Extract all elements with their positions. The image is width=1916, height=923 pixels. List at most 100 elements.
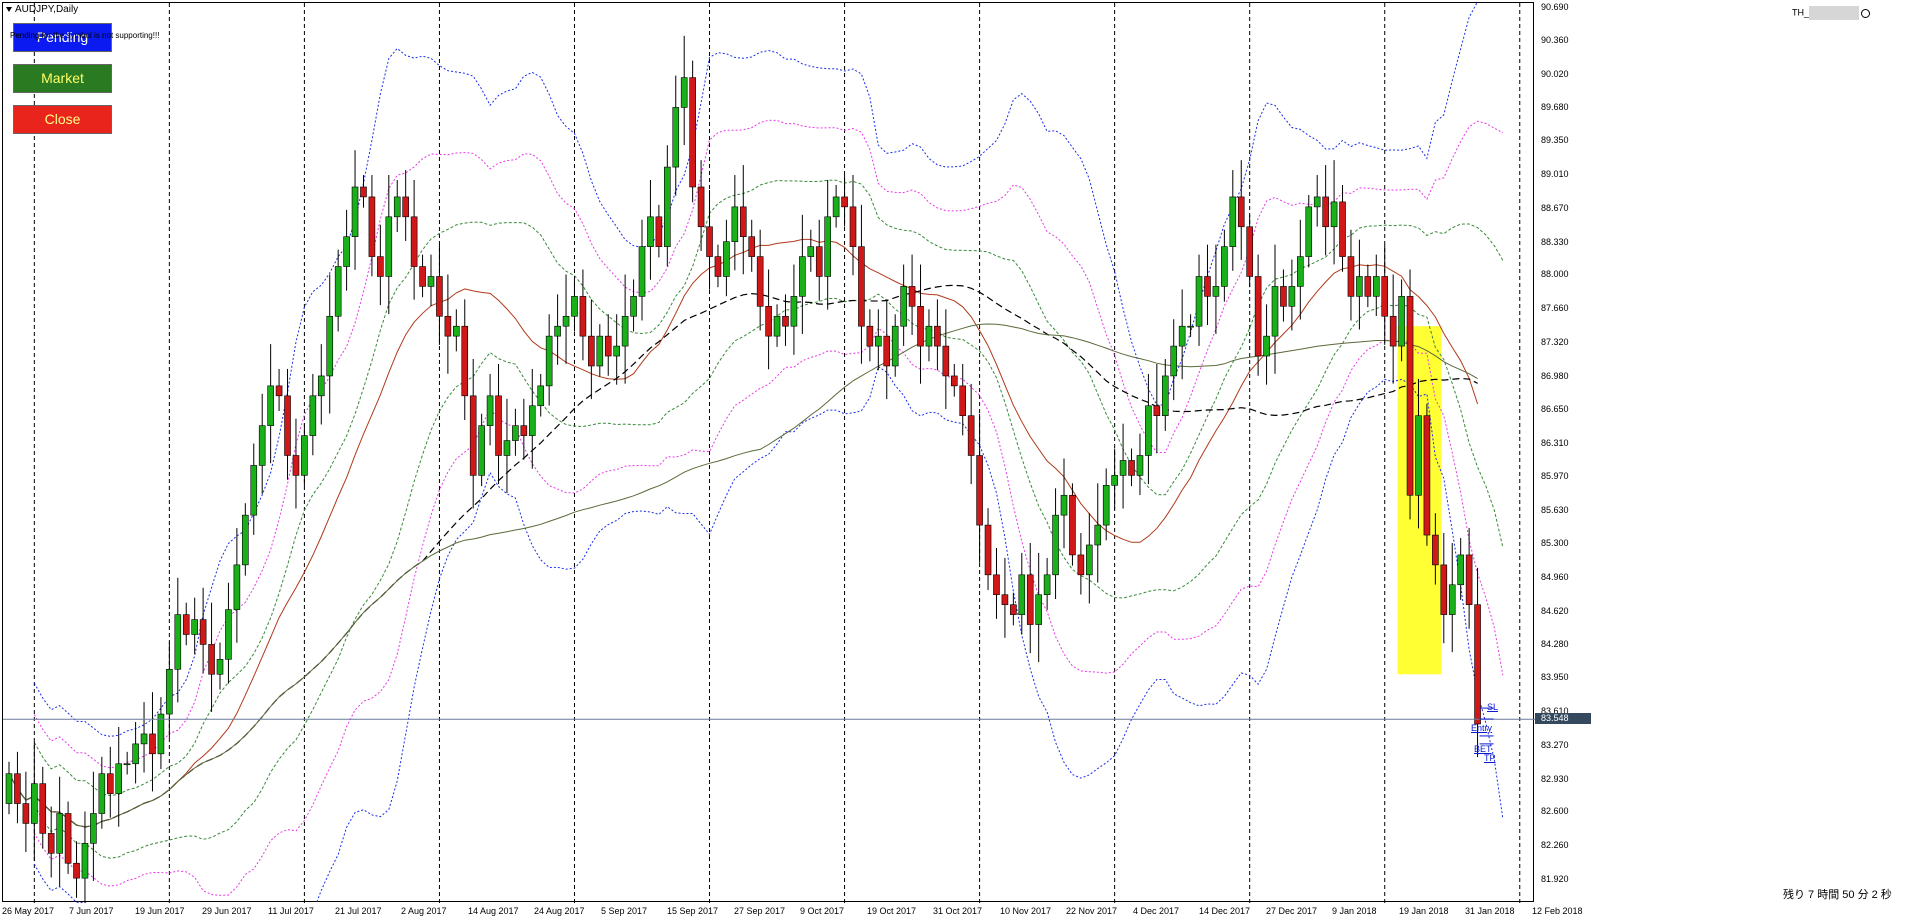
bull-candle bbox=[1111, 475, 1118, 486]
bull-candle bbox=[554, 325, 561, 337]
bull-candle bbox=[427, 276, 435, 287]
date-tick-label: 29 Jun 2017 bbox=[202, 906, 252, 916]
date-tick-label: 19 Jun 2017 bbox=[135, 906, 185, 916]
bull-candle bbox=[309, 395, 317, 436]
bull-candle bbox=[250, 465, 258, 516]
bull-candle bbox=[824, 216, 831, 277]
close-button[interactable]: Close bbox=[13, 105, 112, 134]
date-tick-label: 22 Nov 2017 bbox=[1066, 906, 1118, 916]
sl-level-label[interactable]: SL bbox=[1487, 702, 1499, 712]
bear-candle bbox=[419, 266, 426, 287]
bull-candle bbox=[1035, 594, 1042, 625]
inner-band-lower bbox=[33, 293, 1504, 859]
bull-candle bbox=[891, 325, 899, 367]
bear-candle bbox=[1153, 405, 1161, 417]
pending-warning-text: Pending for the symbol is not supporting… bbox=[10, 31, 160, 40]
price-chart[interactable] bbox=[3, 3, 1535, 903]
price-tick-label: 89.350 bbox=[1541, 135, 1569, 146]
bull-candle bbox=[1145, 405, 1152, 456]
bull-candle bbox=[1136, 455, 1144, 476]
bear-candle bbox=[1406, 296, 1414, 496]
bear-candle bbox=[208, 644, 215, 675]
bear-candle bbox=[292, 455, 300, 476]
bull-candle bbox=[301, 435, 308, 476]
price-tick-label: 87.320 bbox=[1541, 337, 1569, 348]
bull-candle bbox=[1372, 276, 1380, 297]
entry-level-label[interactable]: Entry bbox=[1471, 723, 1493, 733]
bear-candle bbox=[1128, 460, 1135, 476]
bull-candle bbox=[790, 296, 798, 327]
bull-candle bbox=[773, 315, 781, 337]
bull-candle bbox=[326, 315, 334, 377]
bull-candle bbox=[1178, 325, 1186, 347]
bull-candle bbox=[393, 196, 401, 218]
bull-candle bbox=[545, 335, 553, 387]
bear-candle bbox=[765, 306, 772, 337]
bull-candle bbox=[528, 405, 536, 436]
bull-candle bbox=[453, 325, 460, 337]
price-tick-label: 82.600 bbox=[1541, 806, 1569, 817]
price-tick-label: 89.010 bbox=[1541, 169, 1569, 180]
pending-button[interactable]: Pending bbox=[13, 23, 112, 52]
bear-candle bbox=[1204, 276, 1211, 297]
bear-candle bbox=[697, 186, 705, 228]
price-tick-label: 86.310 bbox=[1541, 437, 1569, 448]
date-tick-label: 15 Sep 2017 bbox=[667, 906, 719, 916]
bull-candle bbox=[1102, 485, 1110, 526]
market-button[interactable]: Market bbox=[13, 64, 112, 93]
current-price-label: 83.548 bbox=[1535, 713, 1591, 725]
date-tick-label: 9 Oct 2017 bbox=[800, 906, 845, 916]
bear-candle bbox=[849, 206, 857, 247]
bear-candle bbox=[199, 619, 207, 645]
bull-candle bbox=[1305, 206, 1313, 257]
bull-candle bbox=[1187, 325, 1194, 328]
bear-candle bbox=[1077, 554, 1085, 576]
symbol-title: AUDJPY,Daily bbox=[6, 4, 78, 15]
bull-candle bbox=[1086, 544, 1093, 576]
date-tick-label: 27 Sep 2017 bbox=[734, 906, 786, 916]
price-tick-label: 90.360 bbox=[1541, 34, 1569, 45]
bear-candle bbox=[1010, 604, 1017, 615]
bear-candle bbox=[579, 296, 587, 337]
collapse-triangle-icon[interactable] bbox=[6, 6, 12, 12]
bear-candle bbox=[934, 325, 941, 347]
bull-candle bbox=[31, 783, 38, 824]
bear-candle bbox=[655, 216, 663, 247]
date-tick-label: 5 Sep 2017 bbox=[601, 906, 648, 916]
redacted-area bbox=[1809, 6, 1860, 20]
bull-candle bbox=[5, 773, 13, 804]
bear-candle bbox=[950, 375, 958, 387]
bear-candle bbox=[1423, 415, 1431, 536]
bull-candle bbox=[242, 514, 249, 566]
symbol-title-text: AUDJPY,Daily bbox=[15, 4, 79, 15]
bear-candle bbox=[1001, 594, 1009, 605]
bull-candle bbox=[1161, 375, 1169, 417]
bull-candle bbox=[630, 296, 637, 317]
tp-level-label[interactable]: TP bbox=[1484, 753, 1496, 763]
bull-candle bbox=[537, 385, 545, 407]
date-tick-label: 19 Oct 2017 bbox=[867, 906, 917, 916]
chart-area[interactable] bbox=[2, 2, 1535, 903]
bull-candle bbox=[343, 236, 350, 267]
bear-candle bbox=[106, 773, 114, 794]
bet-level-label[interactable]: BET bbox=[1474, 744, 1492, 754]
bear-candle bbox=[1069, 494, 1076, 556]
bull-candle bbox=[1018, 574, 1026, 615]
price-tick-label: 83.950 bbox=[1541, 672, 1569, 683]
bull-candle bbox=[1052, 514, 1059, 576]
price-tick-label: 82.260 bbox=[1541, 840, 1569, 851]
bear-candle bbox=[706, 226, 713, 257]
bull-candle bbox=[225, 609, 232, 660]
bull-candle bbox=[216, 659, 224, 675]
bull-candle bbox=[1415, 415, 1422, 496]
outer-band-lower bbox=[33, 365, 1504, 903]
bear-candle bbox=[495, 395, 502, 456]
bull-candle bbox=[166, 668, 173, 715]
bull-candle bbox=[613, 345, 620, 357]
bull-candle bbox=[1094, 524, 1102, 546]
bull-candle bbox=[334, 266, 342, 317]
bear-candle bbox=[604, 335, 612, 357]
bear-candle bbox=[64, 813, 72, 864]
bull-candle bbox=[672, 107, 680, 168]
